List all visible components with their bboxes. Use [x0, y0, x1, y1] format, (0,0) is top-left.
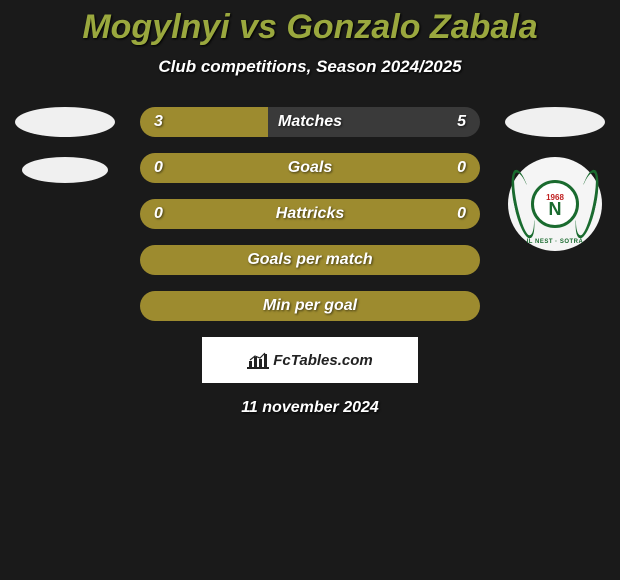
stat-bar-row: Goals 0 0 — [140, 153, 480, 183]
badge-inner: 1968 N — [531, 180, 579, 228]
bar-value-right: 0 — [457, 159, 466, 177]
player-ellipse-icon — [505, 107, 605, 137]
stat-bar-row: Min per goal — [140, 291, 480, 321]
stat-bar-row: Matches 3 5 — [140, 107, 480, 137]
bar-label: Min per goal — [263, 297, 357, 315]
badge-bottom-text: IL NEST · SOTRA — [527, 239, 584, 245]
date-text: 11 november 2024 — [0, 399, 620, 417]
bar-chart-icon — [247, 351, 269, 369]
page-title: Mogylnyi vs Gonzalo Zabala — [0, 0, 620, 47]
badge-letter: N — [549, 202, 562, 216]
player-ellipse-icon — [15, 107, 115, 137]
bar-value-left: 0 — [154, 159, 163, 177]
bar-value-right: 5 — [457, 113, 466, 131]
bar-value-right: 0 — [457, 205, 466, 223]
footer-text: FcTables.com — [273, 352, 372, 369]
bar-value-left: 3 — [154, 113, 163, 131]
bar-fill-right — [310, 153, 480, 183]
bar-label: Matches — [278, 113, 342, 131]
stat-bar-row: Goals per match — [140, 245, 480, 275]
bar-label: Goals — [288, 159, 332, 177]
right-player-icons: 1968 N IL NEST · SOTRA — [500, 107, 610, 251]
subtitle: Club competitions, Season 2024/2025 — [0, 57, 620, 77]
bar-label: Hattricks — [276, 205, 344, 223]
bar-value-left: 0 — [154, 205, 163, 223]
bar-fill-left — [140, 153, 310, 183]
bar-label: Goals per match — [247, 251, 372, 269]
stat-bar-row: Hattricks 0 0 — [140, 199, 480, 229]
footer-attribution: FcTables.com — [202, 337, 418, 383]
left-player-icons — [10, 107, 120, 203]
comparison-content: 1968 N IL NEST · SOTRA Matches35Goals00H… — [0, 107, 620, 417]
stat-bars: Matches 3 5 Goals 0 0 Hattricks 0 0 Goals per mat… — [140, 107, 480, 321]
club-badge: 1968 N IL NEST · SOTRA — [508, 157, 602, 251]
player-ellipse-icon — [22, 157, 108, 183]
